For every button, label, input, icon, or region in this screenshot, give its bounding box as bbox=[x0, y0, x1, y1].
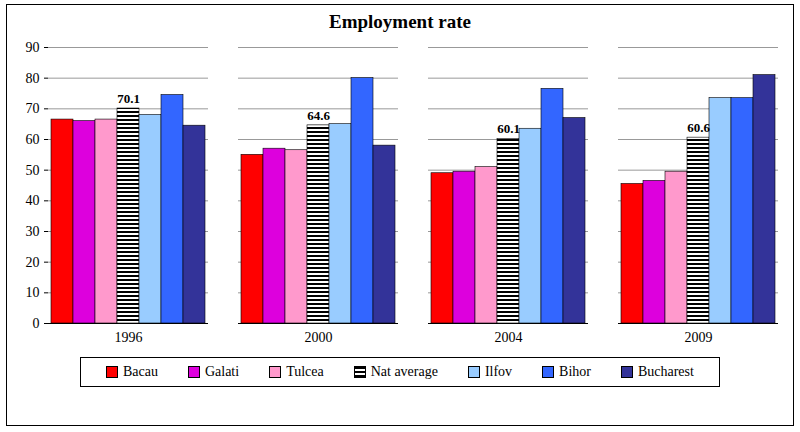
svg-text:0: 0 bbox=[33, 316, 40, 331]
svg-text:70.1: 70.1 bbox=[117, 91, 140, 106]
svg-text:2004: 2004 bbox=[495, 330, 523, 345]
svg-text:2000: 2000 bbox=[305, 330, 333, 345]
svg-text:64.6: 64.6 bbox=[307, 108, 330, 123]
html-text:Bucharest: Bucharest bbox=[637, 364, 694, 379]
svg-text:50: 50 bbox=[26, 163, 40, 178]
html-text:Bacau: Bacau bbox=[123, 364, 158, 379]
svg-text:40: 40 bbox=[26, 193, 40, 208]
svg-text:60.6: 60.6 bbox=[687, 120, 710, 135]
svg-text:60: 60 bbox=[26, 132, 40, 147]
svg-text:1996: 1996 bbox=[115, 330, 143, 345]
html-text:Ilfov: Ilfov bbox=[484, 364, 513, 379]
svg-text:70: 70 bbox=[26, 101, 40, 116]
svg-text:20: 20 bbox=[26, 255, 40, 270]
html-text:Tulcea: Tulcea bbox=[286, 364, 324, 379]
svg-text:30: 30 bbox=[26, 224, 40, 239]
svg-text:80: 80 bbox=[26, 71, 40, 86]
html-text:Nat average: Nat average bbox=[370, 364, 438, 379]
svg-text:10: 10 bbox=[26, 285, 40, 300]
svg-text:60.1: 60.1 bbox=[497, 121, 520, 136]
svg-text:2009: 2009 bbox=[685, 330, 713, 345]
html-text:Galati: Galati bbox=[204, 364, 240, 379]
html-text:Employment rate: Employment rate bbox=[329, 11, 471, 32]
svg-text:90: 90 bbox=[26, 40, 40, 55]
html-text:Bihor: Bihor bbox=[559, 364, 591, 379]
